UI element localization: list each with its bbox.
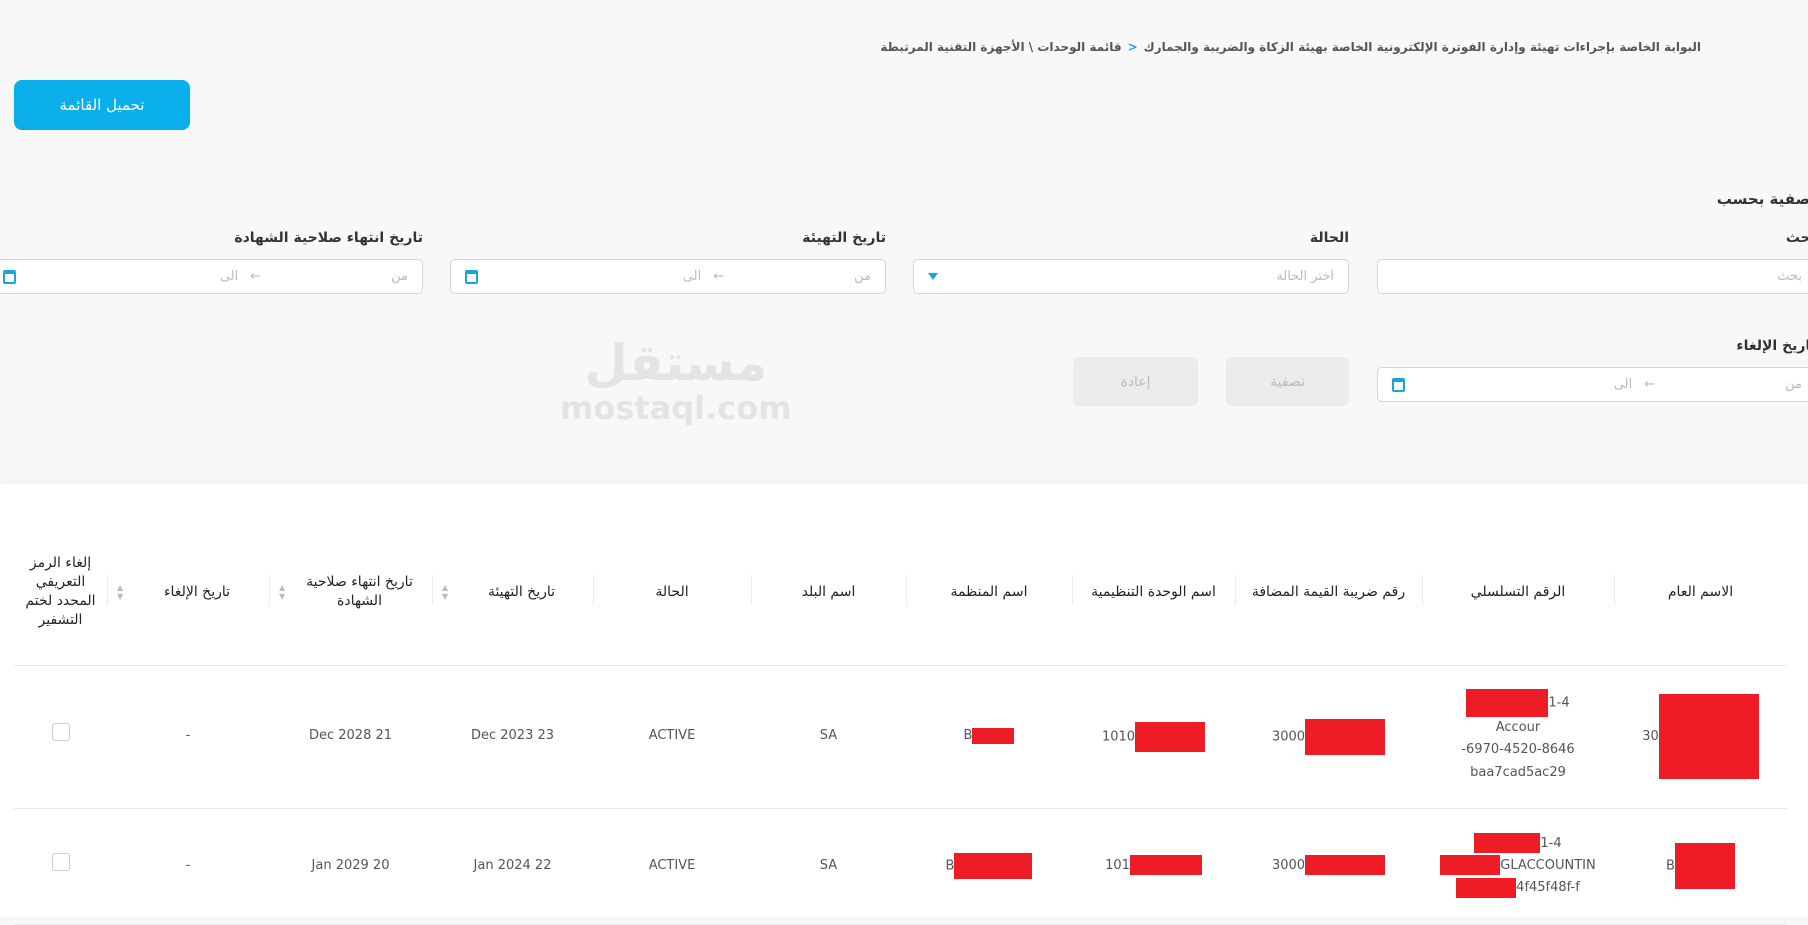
cell-cancel-date: - [107, 808, 269, 925]
cell-init-date: Dec 2023 23 [432, 665, 593, 809]
breadcrumb-root[interactable]: البوابة الخاصة بإجراءات تهيئة وإدارة الف… [1143, 40, 1701, 54]
cell-status: ACTIVE [593, 665, 751, 809]
to-placeholder: الى [1613, 377, 1633, 392]
cell-org: B [906, 808, 1072, 925]
cell-unit: 1010 [1072, 665, 1235, 809]
reset-button[interactable]: إعادة [1073, 357, 1198, 406]
cell-country: SA [751, 665, 906, 809]
calendar-icon [3, 269, 16, 284]
dropdown-arrow-icon [928, 273, 938, 280]
cert-expiry-label: تاريخ انتهاء صلاحية الشهادة [234, 230, 423, 246]
cell-status: ACTIVE [593, 808, 751, 925]
sort-icon[interactable]: ▲ ▼ [442, 583, 449, 601]
header-vat: رقم ضريبة القيمة المضافة [1235, 520, 1422, 666]
status-select[interactable]: اختر الحالة [913, 259, 1349, 294]
from-placeholder: من [391, 269, 408, 284]
cell-common-name: B [1614, 808, 1787, 925]
filter-title: تصفية بحسب [1716, 190, 1808, 208]
cert-expiry-range[interactable]: من ← الى [0, 259, 423, 294]
header-org: اسم المنظمة [906, 520, 1072, 666]
cell-expiry: Jan 2029 20 [269, 808, 432, 925]
table-row: B 1-4 GLACCOUNTIN 4f45f48f-f 3000 101 B SA… [14, 808, 1787, 925]
cell-serial: 1-4 Accour 6970-4520-8646- baa7cad5ac29 [1422, 665, 1614, 809]
breadcrumb-current: قائمة الوحدات \ الأجهزة التقنية المرتبطة [880, 40, 1122, 54]
header-expiry[interactable]: تاريخ انتهاء صلاحية الشهادة ▲ ▼ [269, 520, 432, 666]
sort-icon[interactable]: ▲ ▼ [117, 583, 124, 601]
upload-list-button[interactable]: تحميل القائمة [14, 80, 190, 130]
header-unit: اسم الوحدة التنظيمية [1072, 520, 1235, 666]
header-revoke: إلغاء الرمز التعريفي المحدد لختم التشفير [14, 520, 107, 666]
watermark-logo: مستقل mostaql.com [560, 334, 792, 427]
cell-common-name: 30 [1614, 665, 1787, 809]
cell-expiry: Dec 2028 21 [269, 665, 432, 809]
arrow-icon: ← [1644, 377, 1656, 392]
cancel-date-label: تاريخ الإلغاء [1736, 338, 1808, 354]
cell-country: SA [751, 808, 906, 925]
header-common-name: الاسم العام [1614, 520, 1787, 666]
to-placeholder: الى [682, 269, 702, 284]
units-table: الاسم العام الرقم التسلسلي رقم ضريبة الق… [14, 520, 1787, 925]
calendar-icon [465, 269, 478, 284]
header-init-date[interactable]: تاريخ التهيئة ▲ ▼ [432, 520, 593, 666]
cell-cancel-date: - [107, 665, 269, 809]
header-cancel-date[interactable]: تاريخ الإلغاء ▲ ▼ [107, 520, 269, 666]
status-label: الحالة [1309, 230, 1349, 246]
revoke-checkbox[interactable] [51, 852, 70, 871]
chevron-icon: < [1127, 40, 1138, 54]
header-country: اسم البلد [751, 520, 906, 666]
init-date-label: تاريخ التهيئة [802, 230, 886, 246]
header-status: الحالة [593, 520, 751, 666]
cell-vat: 3000 [1235, 808, 1422, 925]
cancel-date-range[interactable]: من ← الى [1377, 367, 1808, 402]
cell-vat: 3000 [1235, 665, 1422, 809]
cell-serial: 1-4 GLACCOUNTIN 4f45f48f-f [1422, 808, 1614, 925]
cell-init-date: Jan 2024 22 [432, 808, 593, 925]
table-row: 30 1-4 Accour 6970-4520-8646- baa7cad5ac29 … [14, 665, 1787, 809]
search-label: بحث [1785, 230, 1808, 246]
arrow-icon: ← [250, 269, 262, 284]
search-input[interactable]: بحث [1377, 259, 1808, 294]
header-serial: الرقم التسلسلي [1422, 520, 1614, 666]
filter-button[interactable]: تصفية [1226, 357, 1349, 406]
calendar-icon [1392, 377, 1405, 392]
sort-icon[interactable]: ▲ ▼ [279, 583, 286, 601]
cell-revoke [14, 808, 107, 925]
arrow-icon: ← [713, 269, 725, 284]
search-placeholder: بحث [1777, 269, 1802, 284]
status-placeholder: اختر الحالة [1276, 269, 1334, 284]
revoke-checkbox[interactable] [51, 723, 70, 742]
cell-org: B [906, 665, 1072, 809]
cell-revoke [14, 665, 107, 809]
breadcrumb: البوابة الخاصة بإجراءات تهيئة وإدارة الف… [880, 40, 1701, 54]
from-placeholder: من [854, 269, 871, 284]
table-header-row: الاسم العام الرقم التسلسلي رقم ضريبة الق… [14, 520, 1787, 666]
to-placeholder: الى [219, 269, 239, 284]
init-date-range[interactable]: من ← الى [450, 259, 886, 294]
from-placeholder: من [1785, 377, 1802, 392]
cell-unit: 101 [1072, 808, 1235, 925]
